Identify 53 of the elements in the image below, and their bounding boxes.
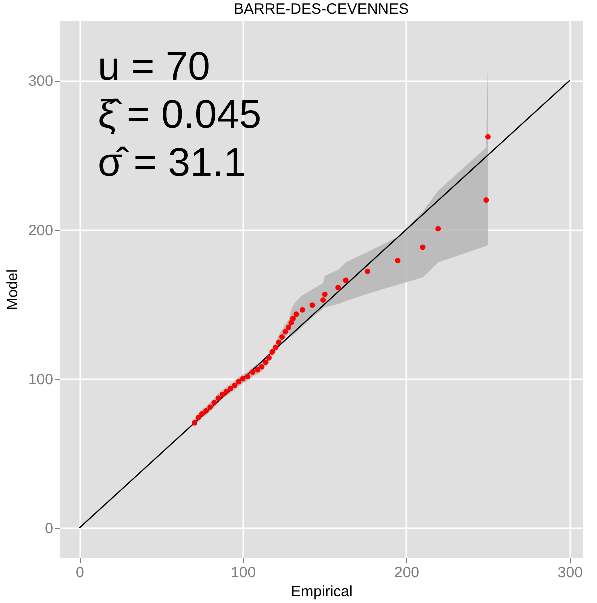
- point: [343, 278, 349, 284]
- point: [320, 298, 326, 303]
- point: [310, 302, 316, 308]
- y-tick-label: 0: [45, 520, 54, 538]
- y-axis-title: Model: [4, 270, 22, 310]
- point: [286, 324, 292, 330]
- point: [365, 268, 370, 274]
- point: [263, 360, 269, 366]
- point: [484, 198, 490, 204]
- point: [250, 370, 256, 376]
- point: [436, 226, 442, 232]
- y-tick-label: 200: [28, 222, 54, 240]
- point: [294, 312, 300, 318]
- y-tick-label: 300: [28, 73, 54, 90]
- point: [228, 386, 234, 392]
- point: [255, 367, 260, 373]
- x-axis-title: Empirical: [291, 584, 353, 600]
- point: [322, 292, 328, 298]
- x-tick-label: 200: [394, 564, 420, 582]
- point: [266, 355, 272, 361]
- point: [204, 408, 210, 414]
- point: [224, 388, 230, 394]
- point: [216, 396, 222, 402]
- point: [192, 420, 198, 426]
- point: [280, 334, 286, 340]
- annotation: ξ̂ = 0.045: [98, 93, 262, 137]
- point: [208, 404, 214, 410]
- point: [336, 285, 342, 291]
- point: [273, 344, 278, 350]
- point: [196, 415, 202, 421]
- point: [282, 329, 288, 335]
- point: [485, 134, 491, 140]
- point: [290, 316, 296, 322]
- point: [240, 376, 246, 382]
- x-tick-label: 100: [231, 564, 256, 582]
- annotation: σ̂ = 31.1: [98, 141, 246, 185]
- point: [395, 258, 401, 264]
- point: [300, 307, 306, 313]
- annotation: u = 70: [98, 45, 210, 89]
- point: [212, 400, 218, 406]
- point: [276, 340, 282, 346]
- x-tick-label: 0: [76, 564, 84, 582]
- point: [199, 411, 205, 417]
- x-tick-label: 300: [558, 564, 583, 582]
- chart-title: BARRE-DES-CEVENNES: [234, 1, 410, 18]
- point: [259, 364, 265, 370]
- point: [270, 349, 276, 355]
- point: [236, 379, 242, 385]
- point: [232, 382, 238, 388]
- point: [245, 374, 251, 380]
- y-tick-label: 100: [28, 372, 54, 388]
- point: [220, 392, 226, 398]
- point: [420, 244, 426, 250]
